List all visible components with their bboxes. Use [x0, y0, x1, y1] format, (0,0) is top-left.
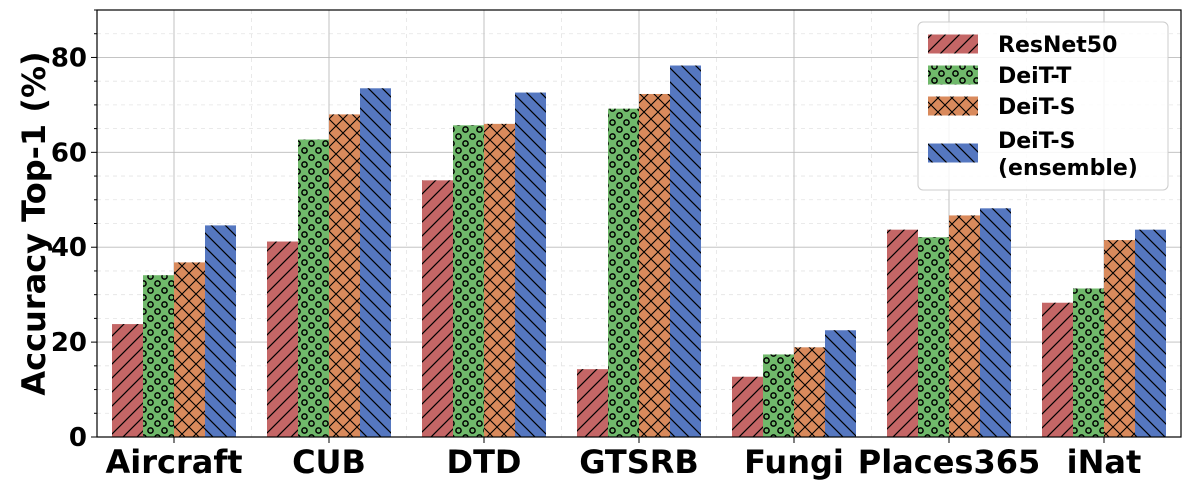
bar-hatch: [949, 215, 980, 437]
x-tick-label-dtd: DTD: [447, 443, 522, 481]
bar-hatch: [515, 92, 546, 437]
bar-hatch: [298, 139, 329, 438]
y-tick-label: 60: [51, 138, 87, 168]
legend-label: DeiT-S (ensemble): [998, 129, 1138, 181]
bar-hatch: [1073, 288, 1104, 437]
bar-hatch: [918, 237, 949, 437]
bar-hatch: [1135, 229, 1166, 437]
bar-hatch: [1042, 302, 1073, 437]
bar-hatch: [763, 354, 794, 437]
bar-hatch: [112, 324, 143, 437]
y-axis-label: Accuracy Top-1 (%): [15, 51, 53, 395]
bar-hatch: [732, 376, 763, 437]
bar-hatch: [1104, 240, 1135, 437]
legend-swatch-hatch: [928, 143, 978, 163]
y-tick-label: 0: [69, 423, 87, 453]
y-tick-label: 20: [51, 328, 87, 358]
bar-hatch: [794, 347, 825, 437]
bar-hatch: [980, 208, 1011, 437]
legend-swatch-hatch: [928, 65, 978, 85]
bar-hatch: [453, 125, 484, 437]
legend-swatch-hatch: [928, 96, 978, 116]
bar-hatch: [670, 65, 701, 437]
legend-label: DeiT-S: [998, 95, 1075, 120]
bar-hatch: [174, 262, 205, 437]
x-tick-label-cub: CUB: [292, 443, 366, 481]
bar-hatch: [267, 241, 298, 437]
x-tick-label-fungi: Fungi: [744, 443, 844, 481]
bar-hatch: [484, 123, 515, 437]
bar-hatch: [205, 225, 236, 437]
bars: [112, 65, 1166, 438]
legend-label: ResNet50: [998, 33, 1117, 58]
x-tick-label-places365: Places365: [858, 443, 1041, 481]
y-tick-label: 80: [51, 43, 87, 73]
x-tick-label-aircraft: Aircraft: [105, 443, 242, 481]
bar-hatch: [639, 93, 670, 437]
legend-swatch-hatch: [928, 34, 978, 54]
bar-hatch: [329, 114, 360, 437]
y-tick-label: 40: [51, 233, 87, 263]
bar-hatch: [608, 108, 639, 437]
legend-label: DeiT-T: [998, 64, 1071, 89]
x-tick-label-inat: iNat: [1067, 443, 1142, 481]
legend-box: [917, 21, 1169, 191]
bar-hatch: [825, 330, 856, 437]
bar-hatch: [422, 180, 453, 437]
x-tick-label-gtsrb: GTSRB: [579, 443, 699, 481]
bar-hatch: [577, 369, 608, 437]
axis-ticks: 0 20 40 60 80 Aircraft CUB DTD GTSRB Fungi Places3…: [51, 9, 1142, 481]
bar-hatch: [360, 88, 391, 438]
bar-hatch: [887, 229, 918, 437]
legend: ResNet50 DeiT-T DeiT-S DeiT-S (ensemble): [917, 21, 1169, 191]
bar-hatch: [143, 275, 174, 437]
